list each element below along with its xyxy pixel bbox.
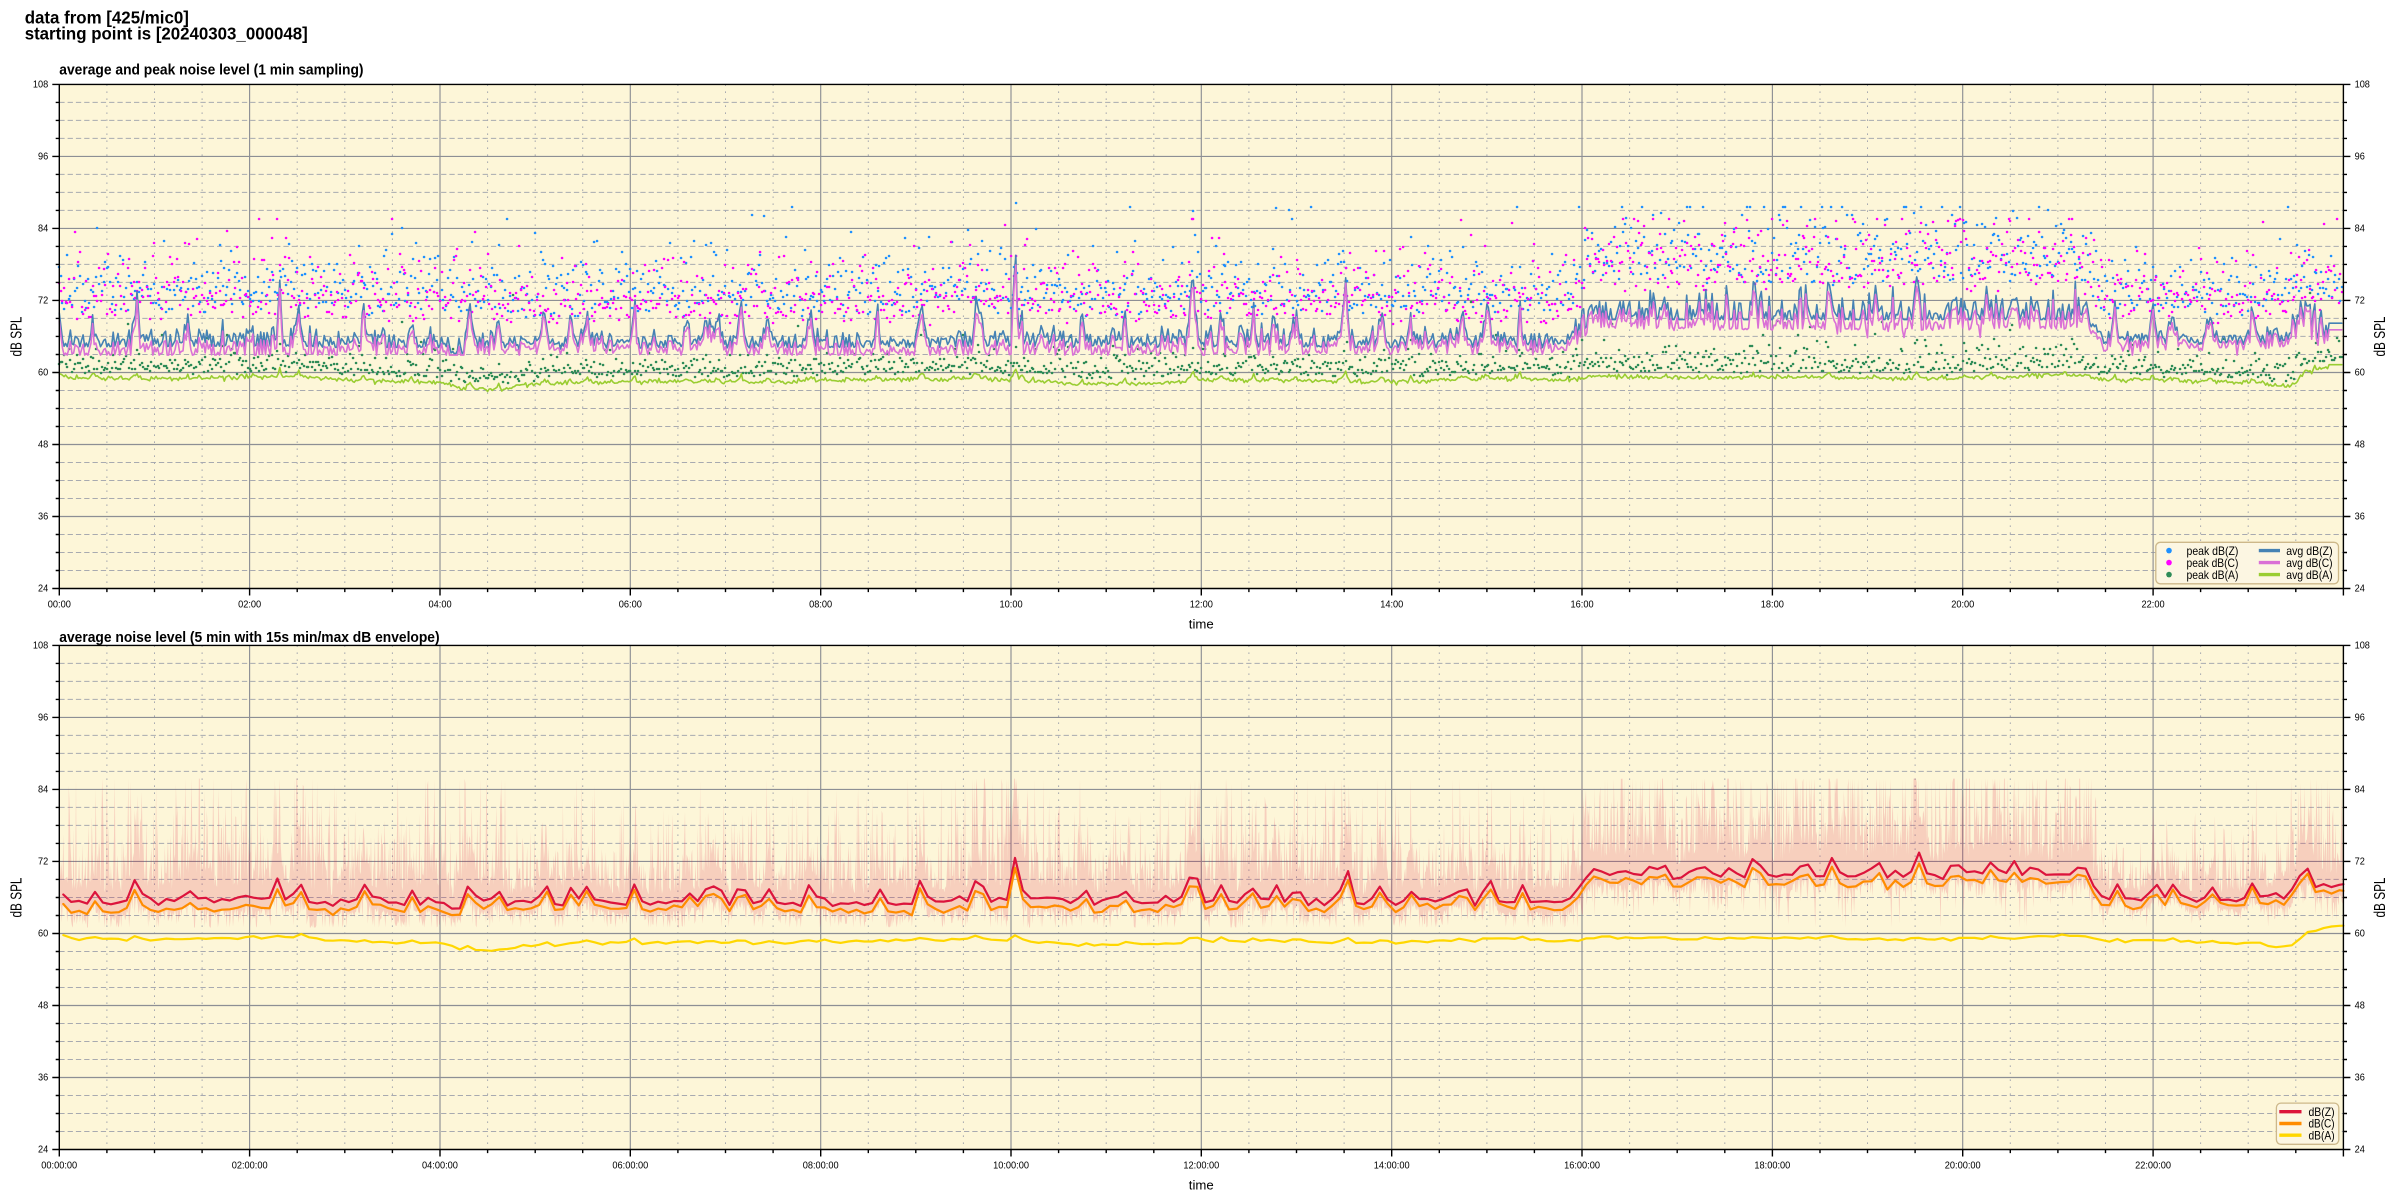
svg-text:avg dB(C): avg dB(C) xyxy=(2286,557,2332,570)
svg-text:84: 84 xyxy=(2355,224,2366,235)
svg-text:84: 84 xyxy=(38,224,49,235)
svg-text:24: 24 xyxy=(38,584,49,595)
svg-text:20:00:00: 20:00:00 xyxy=(1945,1160,1981,1171)
svg-text:dB SPL: dB SPL xyxy=(2372,877,2389,917)
svg-text:10:00:00: 10:00:00 xyxy=(993,1160,1029,1171)
svg-text:04:00:00: 04:00:00 xyxy=(422,1160,458,1171)
svg-text:60: 60 xyxy=(38,368,49,379)
svg-text:48: 48 xyxy=(2355,440,2366,451)
svg-text:48: 48 xyxy=(38,1001,49,1012)
svg-text:dB SPL: dB SPL xyxy=(9,316,26,356)
svg-text:36: 36 xyxy=(2355,1073,2366,1084)
svg-text:48: 48 xyxy=(38,440,49,451)
svg-text:18:00: 18:00 xyxy=(1761,599,1784,610)
svg-text:starting point is [20240303_00: starting point is [20240303_000048] xyxy=(25,24,308,44)
svg-text:22:00:00: 22:00:00 xyxy=(2135,1160,2171,1171)
svg-text:18:00:00: 18:00:00 xyxy=(1754,1160,1790,1171)
svg-text:60: 60 xyxy=(2355,929,2366,940)
svg-text:dB(Z): dB(Z) xyxy=(2309,1106,2335,1119)
svg-text:12:00: 12:00 xyxy=(1190,599,1213,610)
svg-text:60: 60 xyxy=(38,929,49,940)
svg-text:96: 96 xyxy=(38,152,49,163)
svg-text:08:00:00: 08:00:00 xyxy=(803,1160,839,1171)
svg-text:average and peak noise level (: average and peak noise level (1 min samp… xyxy=(59,63,363,79)
svg-text:average noise level (5 min wit: average noise level (5 min with 15s min/… xyxy=(59,630,439,646)
svg-text:84: 84 xyxy=(38,785,49,796)
svg-text:20:00: 20:00 xyxy=(1951,599,1974,610)
svg-text:dB SPL: dB SPL xyxy=(9,877,26,917)
svg-text:06:00: 06:00 xyxy=(619,599,642,610)
svg-text:108: 108 xyxy=(2355,80,2371,91)
svg-text:16:00: 16:00 xyxy=(1571,599,1594,610)
svg-text:04:00: 04:00 xyxy=(429,599,452,610)
svg-text:96: 96 xyxy=(2355,713,2366,724)
svg-text:72: 72 xyxy=(2355,857,2366,868)
svg-text:108: 108 xyxy=(2355,641,2371,652)
svg-text:00:00:00: 00:00:00 xyxy=(41,1160,77,1171)
svg-text:peak dB(Z): peak dB(Z) xyxy=(2187,545,2239,558)
svg-text:24: 24 xyxy=(2355,584,2366,595)
svg-text:22:00: 22:00 xyxy=(2142,599,2165,610)
svg-text:data from [425/mic0]: data from [425/mic0] xyxy=(25,7,189,27)
svg-text:96: 96 xyxy=(2355,152,2366,163)
svg-text:peak dB(C): peak dB(C) xyxy=(2187,557,2239,570)
svg-text:108: 108 xyxy=(33,641,49,652)
svg-text:72: 72 xyxy=(2355,296,2366,307)
svg-text:84: 84 xyxy=(2355,785,2366,796)
svg-text:36: 36 xyxy=(38,1073,49,1084)
svg-text:36: 36 xyxy=(2355,512,2366,523)
svg-text:dB(A): dB(A) xyxy=(2309,1129,2335,1142)
svg-text:14:00: 14:00 xyxy=(1380,599,1403,610)
svg-text:48: 48 xyxy=(2355,1001,2366,1012)
svg-text:60: 60 xyxy=(2355,368,2366,379)
svg-text:06:00:00: 06:00:00 xyxy=(612,1160,648,1171)
svg-text:24: 24 xyxy=(2355,1145,2366,1156)
svg-text:108: 108 xyxy=(33,80,49,91)
svg-text:96: 96 xyxy=(38,713,49,724)
svg-text:16:00:00: 16:00:00 xyxy=(1564,1160,1600,1171)
svg-text:avg dB(Z): avg dB(Z) xyxy=(2286,545,2332,558)
svg-text:72: 72 xyxy=(38,857,49,868)
svg-text:02:00: 02:00 xyxy=(238,599,261,610)
svg-text:14:00:00: 14:00:00 xyxy=(1374,1160,1410,1171)
svg-text:dB SPL: dB SPL xyxy=(2372,316,2389,356)
svg-text:peak dB(A): peak dB(A) xyxy=(2187,569,2239,582)
svg-text:24: 24 xyxy=(38,1145,49,1156)
svg-text:time: time xyxy=(1189,617,1214,632)
svg-text:dB(C): dB(C) xyxy=(2309,1118,2335,1131)
svg-text:avg dB(A): avg dB(A) xyxy=(2286,569,2332,582)
svg-text:00:00: 00:00 xyxy=(48,599,71,610)
svg-text:time: time xyxy=(1189,1177,1214,1192)
svg-text:12:00:00: 12:00:00 xyxy=(1183,1160,1219,1171)
svg-text:10:00: 10:00 xyxy=(1000,599,1023,610)
svg-text:36: 36 xyxy=(38,512,49,523)
svg-text:08:00: 08:00 xyxy=(809,599,832,610)
svg-text:72: 72 xyxy=(38,296,49,307)
svg-text:02:00:00: 02:00:00 xyxy=(232,1160,268,1171)
